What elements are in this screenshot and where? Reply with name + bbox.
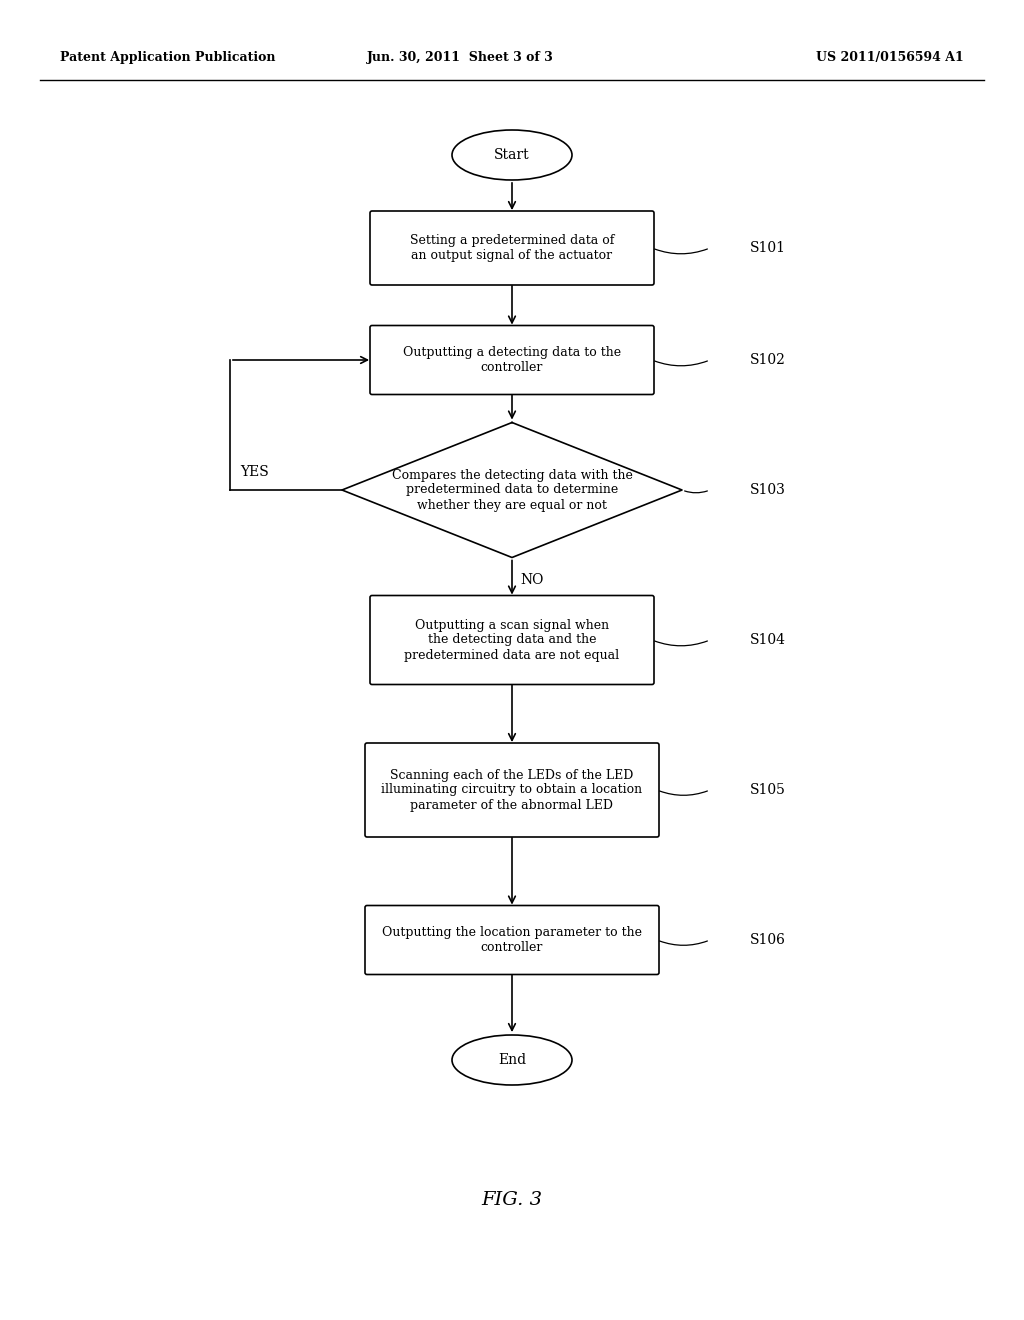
Text: Scanning each of the LEDs of the LED
illuminating circuitry to obtain a location: Scanning each of the LEDs of the LED ill… [381, 768, 643, 812]
FancyBboxPatch shape [370, 211, 654, 285]
Text: S102: S102 [750, 352, 785, 367]
Text: S103: S103 [750, 483, 785, 498]
Text: FIG. 3: FIG. 3 [481, 1191, 543, 1209]
Text: Compares the detecting data with the
predetermined data to determine
whether the: Compares the detecting data with the pre… [391, 469, 633, 511]
FancyBboxPatch shape [365, 906, 659, 974]
Text: S101: S101 [750, 242, 786, 255]
Text: Jun. 30, 2011  Sheet 3 of 3: Jun. 30, 2011 Sheet 3 of 3 [368, 51, 554, 65]
Text: Setting a predetermined data of
an output signal of the actuator: Setting a predetermined data of an outpu… [410, 234, 614, 261]
Text: Start: Start [495, 148, 529, 162]
Text: S106: S106 [750, 933, 785, 946]
FancyBboxPatch shape [370, 326, 654, 395]
Text: Outputting the location parameter to the
controller: Outputting the location parameter to the… [382, 927, 642, 954]
Ellipse shape [452, 129, 572, 180]
Text: End: End [498, 1053, 526, 1067]
Text: US 2011/0156594 A1: US 2011/0156594 A1 [816, 51, 964, 65]
Text: YES: YES [240, 465, 268, 479]
Text: Outputting a scan signal when
the detecting data and the
predetermined data are : Outputting a scan signal when the detect… [404, 619, 620, 661]
Text: Outputting a detecting data to the
controller: Outputting a detecting data to the contr… [402, 346, 622, 374]
Text: Patent Application Publication: Patent Application Publication [60, 51, 275, 65]
Text: NO: NO [520, 573, 544, 586]
Ellipse shape [452, 1035, 572, 1085]
FancyBboxPatch shape [370, 595, 654, 685]
Text: S104: S104 [750, 634, 786, 647]
FancyBboxPatch shape [365, 743, 659, 837]
Text: S105: S105 [750, 783, 785, 797]
